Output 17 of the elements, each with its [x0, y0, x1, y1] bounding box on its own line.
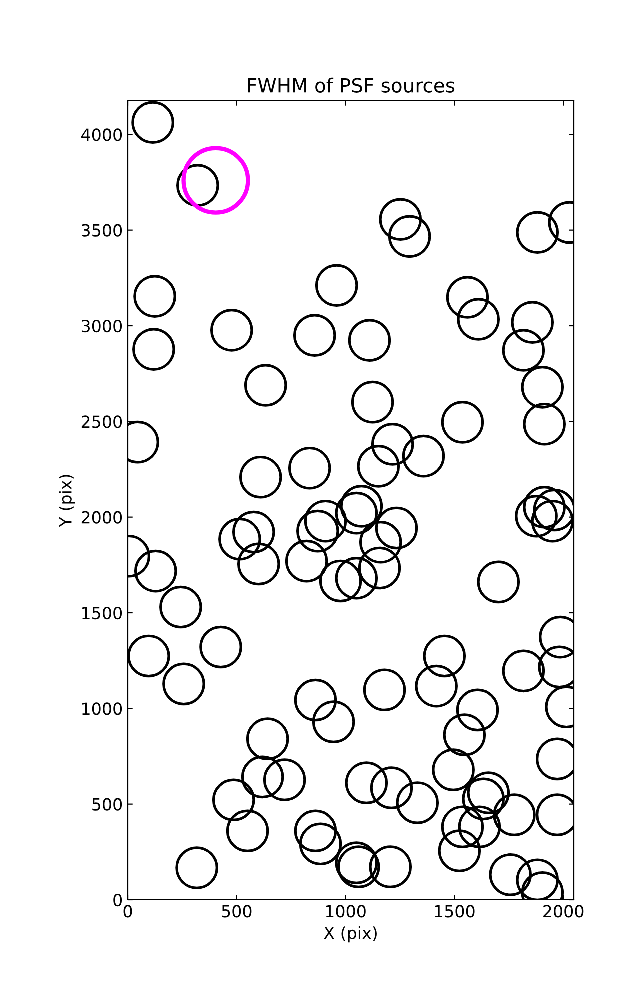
y-tick-label: 3500: [82, 224, 122, 237]
y-tick-label: 0: [114, 894, 122, 907]
y-tick-label: 2000: [82, 511, 122, 524]
x-axis-title: X (pix): [324, 926, 377, 943]
y-tick-label: 4000: [82, 128, 122, 142]
y-tick-label: 500: [92, 798, 122, 811]
y-tick-label: 1000: [82, 702, 122, 716]
y-tick-label: 3000: [82, 320, 122, 333]
y-tick-label: 1500: [82, 606, 122, 620]
x-tick-label: 1500: [435, 905, 475, 918]
y-tick-label: 2500: [82, 416, 122, 428]
chart-title: FWHM of PSF sources: [248, 78, 455, 93]
x-tick-label: 500: [222, 905, 252, 918]
x-tick-label: 2000: [544, 905, 584, 918]
x-tick-label: 1000: [326, 905, 366, 918]
x-tick-label: 0: [124, 905, 132, 918]
y-axis-title: Y (pix): [59, 475, 76, 528]
